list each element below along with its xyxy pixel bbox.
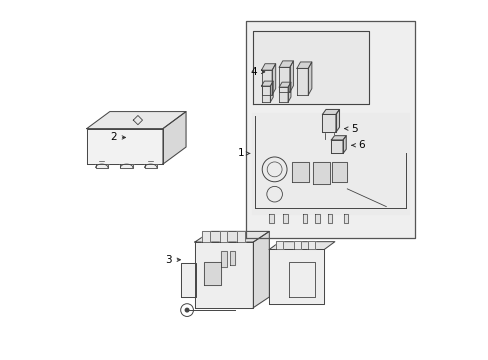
Polygon shape [202,231,209,242]
Polygon shape [332,162,346,182]
Polygon shape [261,81,273,86]
Polygon shape [269,214,273,222]
Polygon shape [292,162,309,182]
Polygon shape [327,214,331,222]
Polygon shape [261,86,270,102]
Polygon shape [219,231,227,242]
Text: 6: 6 [351,140,364,150]
Polygon shape [307,240,315,249]
Text: 4: 4 [250,67,264,77]
Polygon shape [96,164,108,168]
Polygon shape [195,242,253,307]
Polygon shape [181,263,195,297]
Polygon shape [253,231,269,307]
Polygon shape [86,129,163,164]
Polygon shape [269,242,334,249]
Polygon shape [312,162,329,184]
Polygon shape [279,87,287,102]
Polygon shape [343,136,346,153]
Polygon shape [251,113,408,214]
Polygon shape [283,214,287,222]
Polygon shape [269,249,324,305]
Polygon shape [221,251,226,267]
Polygon shape [315,214,319,222]
Polygon shape [270,81,273,102]
Polygon shape [253,31,368,104]
Polygon shape [237,231,244,242]
Polygon shape [195,231,269,242]
Polygon shape [289,61,293,92]
Polygon shape [230,251,234,265]
Polygon shape [272,64,275,95]
Polygon shape [261,64,275,70]
Text: 2: 2 [110,132,125,143]
Polygon shape [331,140,343,153]
Polygon shape [120,164,133,168]
Polygon shape [163,112,185,164]
Polygon shape [343,214,347,222]
Polygon shape [279,61,293,67]
Polygon shape [276,240,283,249]
Polygon shape [322,114,335,132]
Polygon shape [279,67,289,92]
Text: 3: 3 [165,255,180,265]
Polygon shape [335,109,339,132]
Polygon shape [303,214,306,222]
Polygon shape [322,109,339,114]
Polygon shape [331,136,346,140]
Polygon shape [293,240,301,249]
Polygon shape [307,62,311,95]
Polygon shape [287,82,290,102]
Polygon shape [144,164,157,168]
Text: 1: 1 [237,148,249,158]
Polygon shape [279,82,290,87]
Circle shape [185,308,188,312]
Polygon shape [296,68,307,95]
Polygon shape [86,112,185,129]
Polygon shape [203,261,220,284]
Text: 5: 5 [344,123,357,134]
Polygon shape [296,62,311,68]
Polygon shape [261,70,272,95]
Polygon shape [246,21,414,238]
